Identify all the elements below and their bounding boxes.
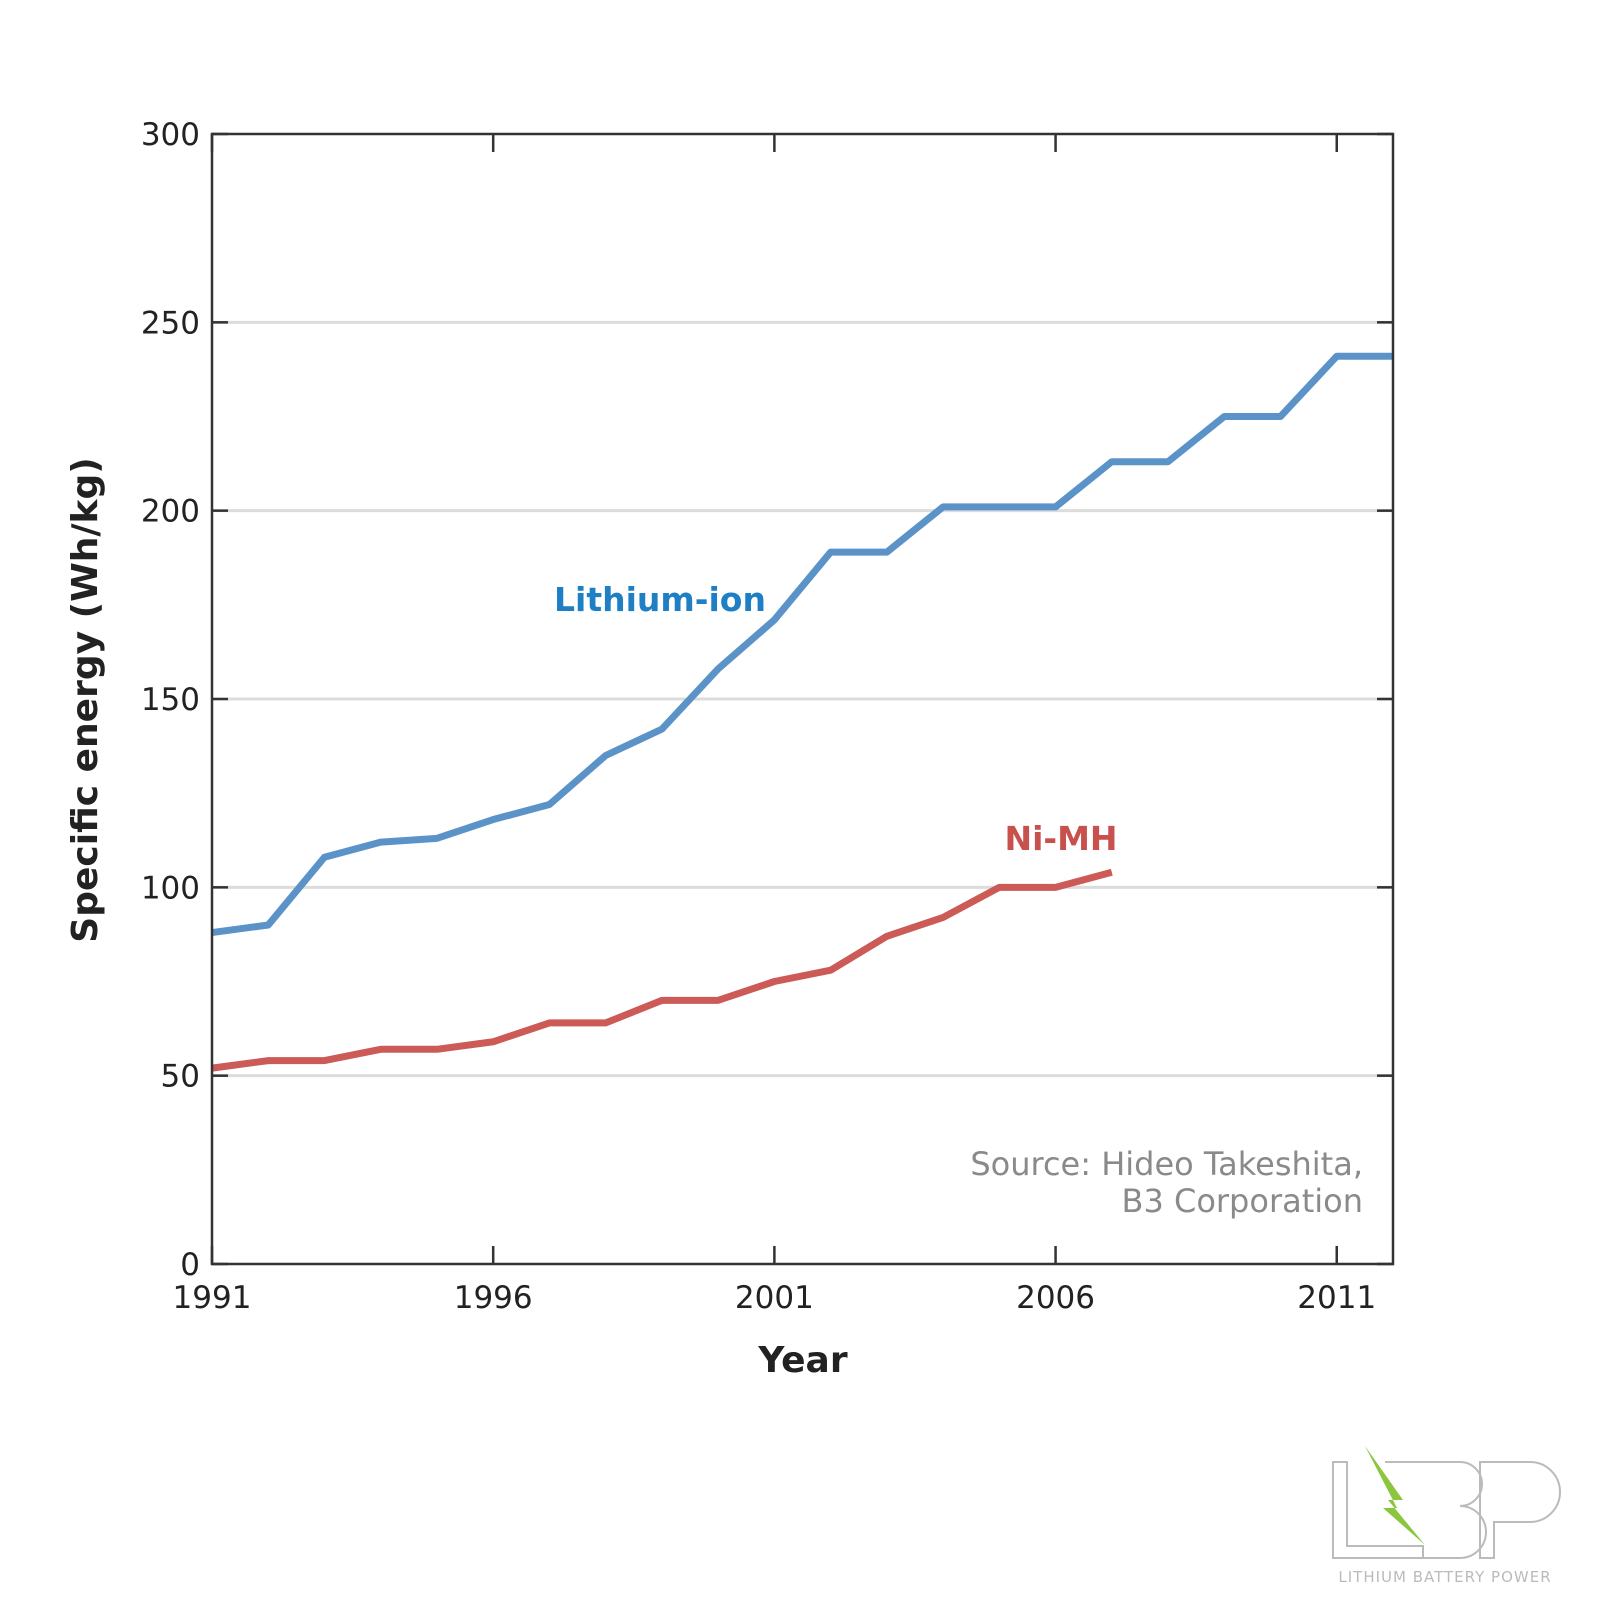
y-tick-label: 200: [141, 494, 200, 530]
lbp-logo: LITHIUM BATTERY POWER: [1332, 1446, 1561, 1586]
y-tick-label: 250: [141, 305, 200, 341]
y-tick-label: 150: [141, 682, 200, 718]
series-label-lithium-ion: Lithium-ion: [554, 580, 766, 619]
y-tick-label: 0: [180, 1247, 200, 1283]
x-tick-label: 2006: [1016, 1280, 1095, 1316]
y-tick-label: 50: [161, 1059, 200, 1095]
series-lines: [211, 352, 1394, 1072]
y-tick-label: 100: [141, 870, 200, 906]
source-annotation-line1: Source: Hideo Takeshita,: [970, 1145, 1363, 1183]
x-tick-label: 1996: [454, 1280, 533, 1316]
x-tick-label: 2001: [735, 1280, 814, 1316]
x-tick-label: 2011: [1297, 1280, 1376, 1316]
series-line-ni-mh: [211, 868, 1113, 1072]
x-axis-label: Year: [757, 1340, 847, 1381]
y-axis-label: Specific energy (Wh/kg): [65, 457, 106, 942]
axis-ticks: 0 50 100 150 200 250 300 1991 1996 2001 2006 2011: [141, 117, 1393, 1316]
gridlines: [212, 320, 1393, 1078]
series-line-lithium-ion: [211, 352, 1393, 937]
y-tick-label: 300: [141, 117, 200, 153]
source-annotation-line2: B3 Corporation: [1121, 1182, 1363, 1220]
x-tick-label: 1991: [173, 1280, 252, 1316]
lightning-bolt-icon: [1365, 1446, 1425, 1545]
logo-tagline: LITHIUM BATTERY POWER: [1338, 1568, 1551, 1586]
series-label-ni-mh: Ni-MH: [1004, 819, 1117, 858]
